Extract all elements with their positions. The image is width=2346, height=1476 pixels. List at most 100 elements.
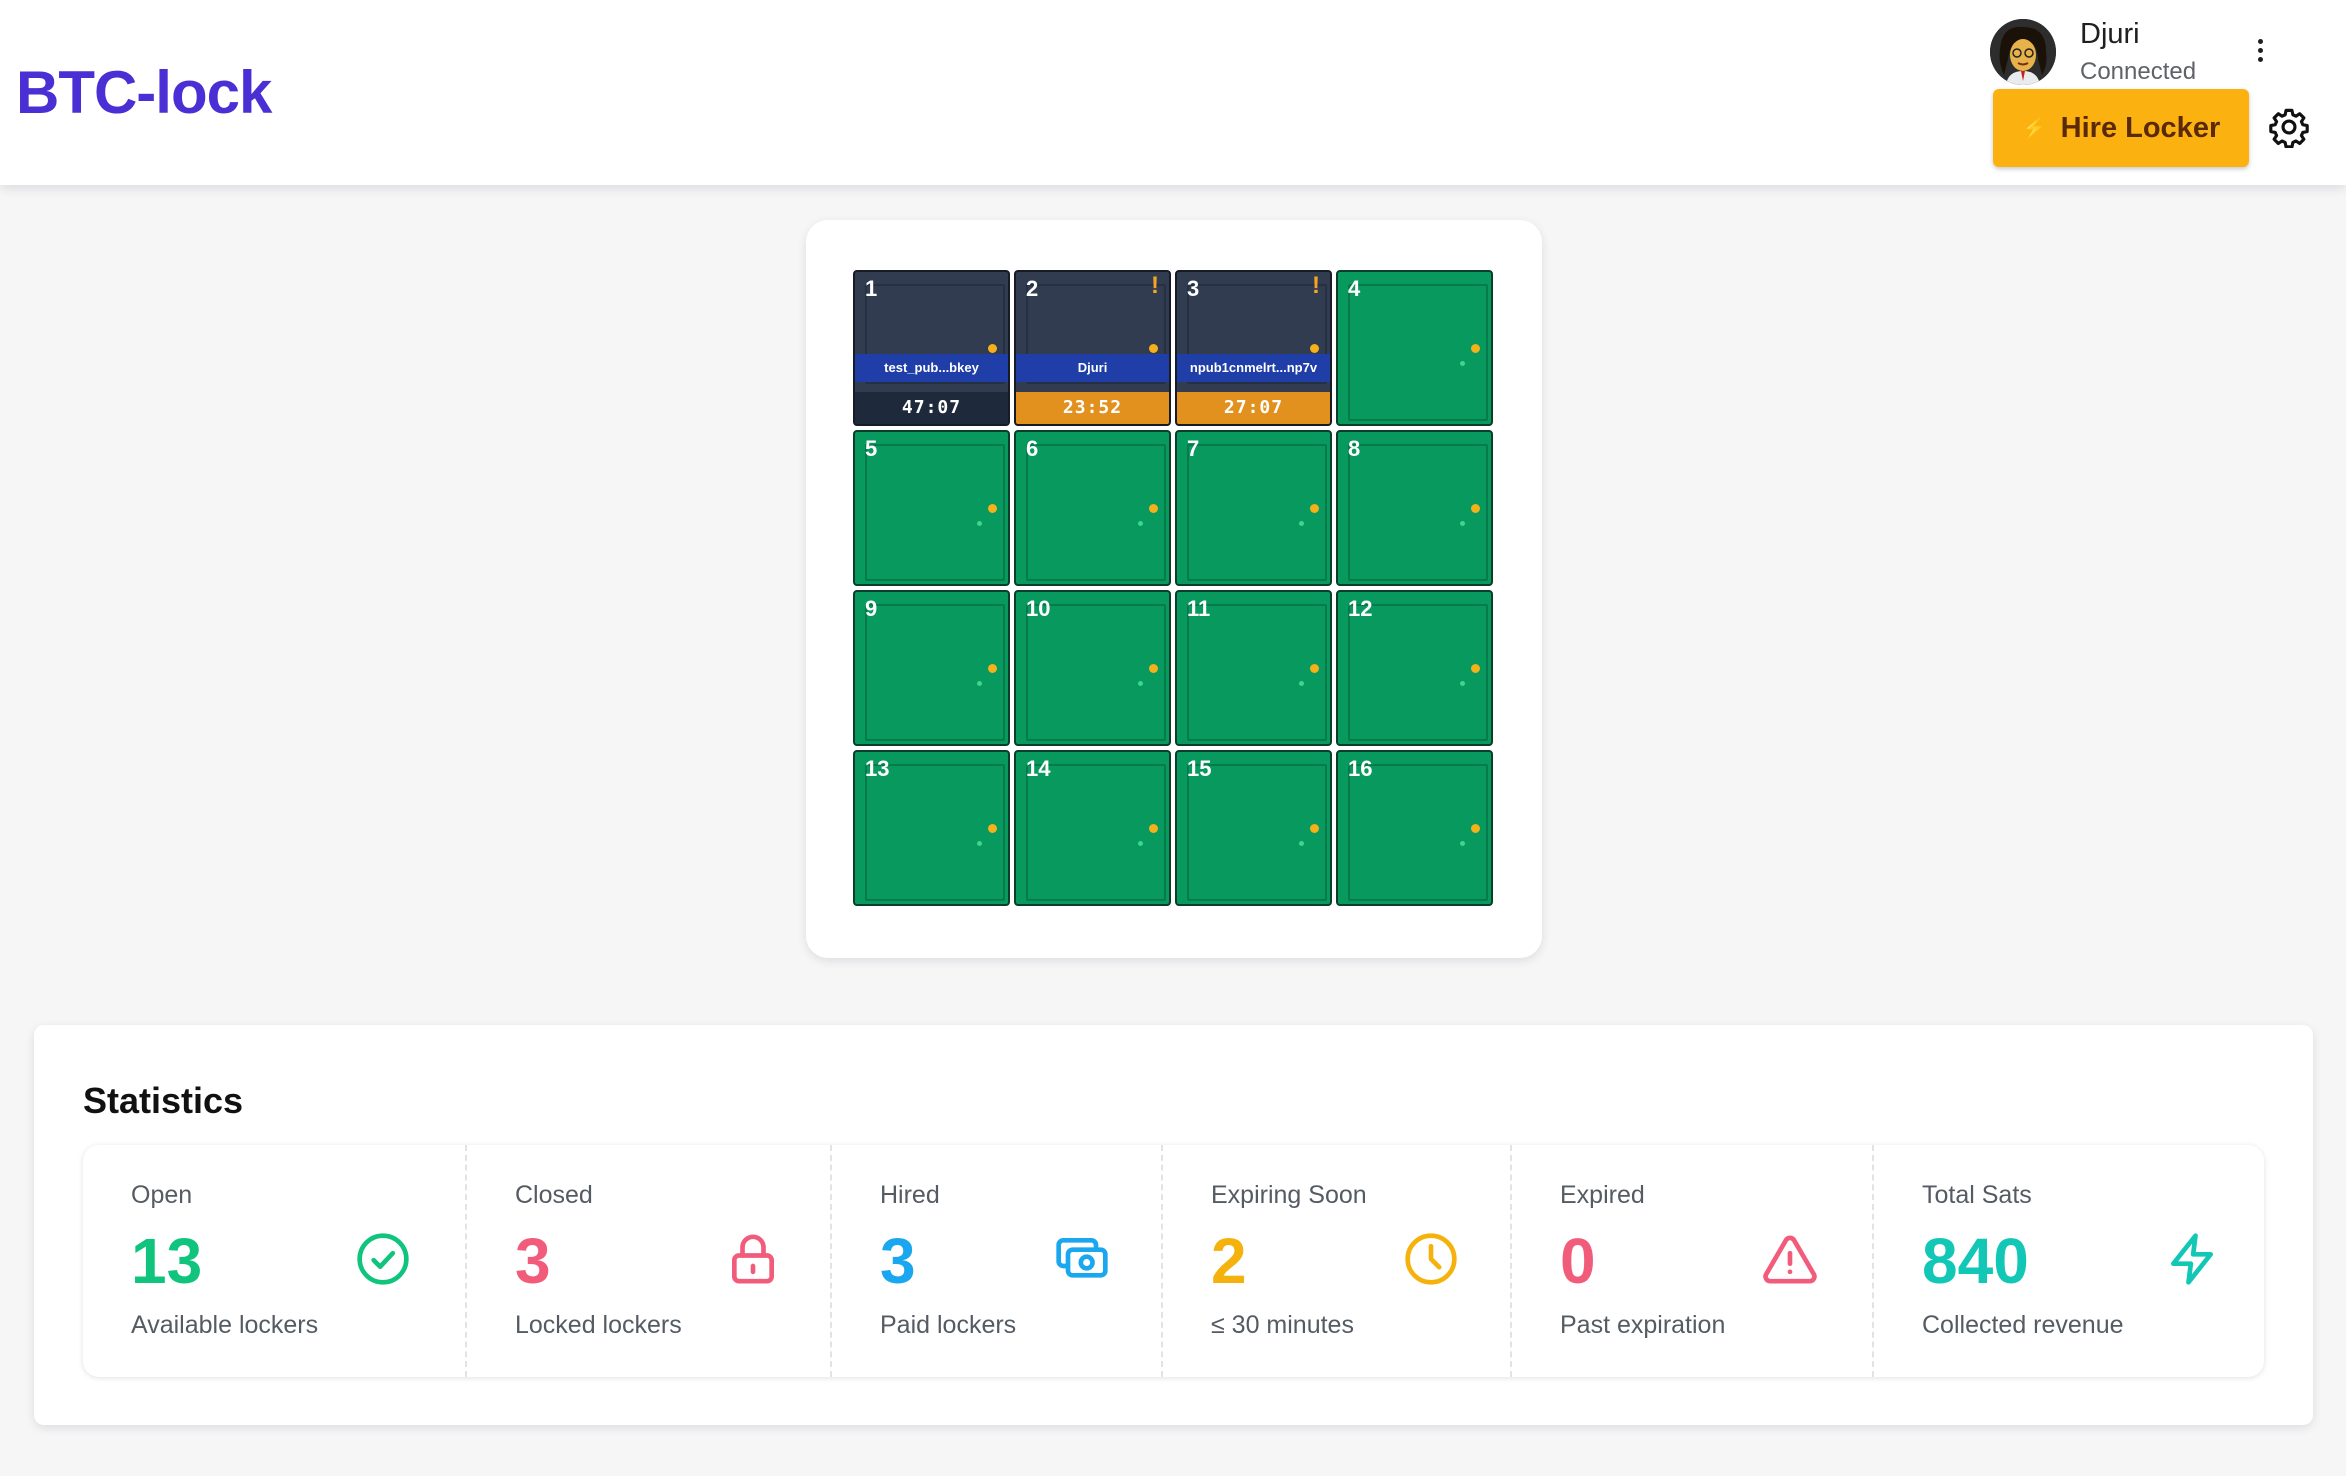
stat-caption: ≤ 30 minutes — [1211, 1311, 1354, 1339]
locker-11[interactable]: 11 — [1175, 590, 1332, 746]
locker-owner: Djuri — [1016, 354, 1169, 382]
locker-handle — [1149, 504, 1158, 513]
stat-label: Hired — [880, 1181, 940, 1209]
stat-value: 3 — [515, 1225, 551, 1297]
stat-expiring-soon: Expiring Soon 2 ≤ 30 minutes — [1161, 1145, 1510, 1377]
locker-timer: 27:07 — [1177, 392, 1330, 424]
stat-label: Total Sats — [1922, 1181, 2032, 1209]
status-led — [1299, 681, 1304, 686]
bolt-icon — [2164, 1231, 2220, 1287]
locker-number: 12 — [1348, 596, 1373, 621]
expiring-alert-icon: ! — [1151, 272, 1159, 299]
locker-handle — [988, 344, 997, 353]
stat-value: 0 — [1560, 1225, 1596, 1297]
status-led — [1138, 841, 1143, 846]
status-led — [1460, 521, 1465, 526]
status-led — [1299, 841, 1304, 846]
status-led — [977, 841, 982, 846]
stat-caption: Available lockers — [131, 1311, 319, 1339]
lock-icon — [725, 1231, 781, 1287]
locker-8[interactable]: 8 — [1336, 430, 1493, 586]
stat-hired: Hired 3 Paid lockers — [830, 1145, 1161, 1377]
warning-icon — [1762, 1231, 1818, 1287]
locker-handle — [1149, 664, 1158, 673]
status-led — [1138, 681, 1143, 686]
locker-timer: 47:07 — [855, 392, 1008, 424]
locker-handle — [988, 504, 997, 513]
locker-number: 3 — [1187, 276, 1200, 301]
locker-handle — [1471, 504, 1480, 513]
hire-locker-label: Hire Locker — [2060, 111, 2221, 144]
avatar-image — [1990, 19, 2056, 85]
locker-number: 13 — [865, 756, 890, 781]
status-led — [1460, 681, 1465, 686]
locker-number: 11 — [1187, 596, 1211, 621]
app-header: BTC-lock Djuri Connected ⚡ Hire Locker — [0, 0, 2346, 185]
locker-2[interactable]: 2! Djuri 23:52 — [1014, 270, 1171, 426]
status-led — [1460, 841, 1465, 846]
app-title[interactable]: BTC-lock — [16, 59, 272, 126]
locker-number: 7 — [1187, 436, 1200, 461]
locker-handle — [1149, 824, 1158, 833]
connection-status: Connected — [2080, 58, 2197, 85]
locker-handle — [1149, 344, 1158, 353]
locker-4[interactable]: 4 — [1336, 270, 1493, 426]
stat-value: 13 — [131, 1225, 203, 1297]
stat-caption: Collected revenue — [1922, 1311, 2124, 1339]
locker-handle — [1471, 344, 1480, 353]
locker-handle — [1310, 824, 1319, 833]
stat-value: 2 — [1211, 1225, 1247, 1297]
locker-number: 9 — [865, 596, 878, 621]
bolt-icon: ⚡ — [2021, 117, 2047, 140]
stat-label: Open — [131, 1181, 193, 1209]
locker-grid: 1 test_pub...bkey 47:07 2! Djuri 23:52 3! npub1… — [853, 270, 1493, 908]
locker-number: 1 — [865, 276, 878, 301]
locker-7[interactable]: 7 — [1175, 430, 1332, 586]
cash-icon — [1054, 1231, 1110, 1287]
locker-10[interactable]: 10 — [1014, 590, 1171, 746]
stat-value: 3 — [880, 1225, 916, 1297]
locker-6[interactable]: 6 — [1014, 430, 1171, 586]
locker-timer: 23:52 — [1016, 392, 1169, 424]
locker-3[interactable]: 3! npub1cnmelrt...np7v 27:07 — [1175, 270, 1332, 426]
stat-open: Open 13 Available lockers — [83, 1145, 465, 1377]
locker-handle — [1310, 504, 1319, 513]
hire-locker-button[interactable]: ⚡ Hire Locker — [1993, 89, 2249, 167]
stat-label: Expiring Soon — [1211, 1181, 1367, 1209]
locker-handle — [1310, 664, 1319, 673]
locker-number: 14 — [1026, 756, 1051, 781]
avatar[interactable] — [1990, 19, 2056, 85]
statistics-row: Open 13 Available lockers Closed 3 Locked loc… — [83, 1145, 2264, 1377]
status-led — [1138, 521, 1143, 526]
user-name: Djuri — [2080, 18, 2140, 50]
stat-expired: Expired 0 Past expiration — [1510, 1145, 1872, 1377]
status-led — [1460, 361, 1465, 366]
stat-caption: Past expiration — [1560, 1311, 1726, 1339]
locker-number: 2 — [1026, 276, 1039, 301]
stat-value: 840 — [1922, 1225, 2029, 1297]
locker-16[interactable]: 16 — [1336, 750, 1493, 906]
locker-number: 4 — [1348, 276, 1361, 301]
locker-1[interactable]: 1 test_pub...bkey 47:07 — [853, 270, 1010, 426]
locker-number: 15 — [1187, 756, 1212, 781]
locker-number: 5 — [865, 436, 878, 461]
locker-handle — [1471, 824, 1480, 833]
locker-15[interactable]: 15 — [1175, 750, 1332, 906]
gear-icon[interactable] — [2268, 106, 2310, 148]
stat-label: Closed — [515, 1181, 593, 1209]
locker-owner: npub1cnmelrt...np7v — [1177, 354, 1330, 382]
locker-14[interactable]: 14 — [1014, 750, 1171, 906]
locker-13[interactable]: 13 — [853, 750, 1010, 906]
stat-caption: Paid lockers — [880, 1311, 1017, 1339]
locker-12[interactable]: 12 — [1336, 590, 1493, 746]
locker-number: 8 — [1348, 436, 1361, 461]
clock-icon — [1403, 1231, 1459, 1287]
stat-total-sats: Total Sats 840 Collected revenue — [1872, 1145, 2264, 1377]
status-led — [1299, 521, 1304, 526]
locker-5[interactable]: 5 — [853, 430, 1010, 586]
locker-number: 10 — [1026, 596, 1051, 621]
status-led — [977, 521, 982, 526]
locker-9[interactable]: 9 — [853, 590, 1010, 746]
locker-number: 16 — [1348, 756, 1373, 781]
more-options-icon[interactable] — [2248, 36, 2272, 70]
